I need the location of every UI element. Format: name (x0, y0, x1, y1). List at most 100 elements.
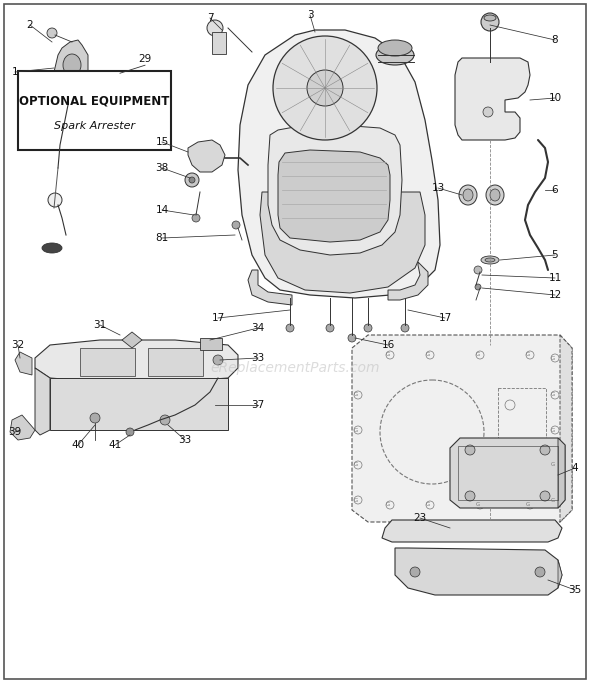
Text: 39: 39 (8, 427, 22, 437)
Text: 31: 31 (93, 320, 107, 330)
Text: Spark Arrester: Spark Arrester (54, 121, 135, 131)
Circle shape (90, 413, 100, 423)
Text: 17: 17 (211, 313, 225, 323)
Polygon shape (382, 520, 562, 542)
Ellipse shape (486, 185, 504, 205)
Text: G: G (526, 503, 530, 507)
Circle shape (483, 107, 493, 117)
Text: eReplacementParts.com: eReplacementParts.com (210, 361, 380, 375)
Polygon shape (35, 368, 50, 435)
Text: G: G (426, 352, 430, 357)
Polygon shape (558, 438, 565, 508)
Text: 8: 8 (552, 35, 558, 45)
Ellipse shape (459, 185, 477, 205)
Circle shape (348, 334, 356, 342)
Text: 37: 37 (251, 400, 265, 410)
Bar (498, 388, 546, 463)
Polygon shape (238, 30, 440, 298)
Bar (80, 348, 135, 376)
Text: 81: 81 (155, 233, 169, 243)
Text: 33: 33 (251, 353, 265, 363)
Text: 11: 11 (548, 273, 562, 283)
Text: G: G (354, 393, 358, 398)
Ellipse shape (485, 258, 495, 262)
Ellipse shape (484, 15, 496, 21)
Text: 1: 1 (12, 67, 18, 77)
Polygon shape (35, 340, 238, 382)
Polygon shape (455, 58, 530, 140)
Text: G: G (386, 352, 390, 357)
Text: G: G (551, 355, 555, 361)
Text: 34: 34 (251, 323, 265, 333)
Circle shape (410, 567, 420, 577)
Text: 7: 7 (206, 13, 214, 23)
Text: G: G (354, 497, 358, 503)
Circle shape (401, 324, 409, 332)
Text: 6: 6 (552, 185, 558, 195)
Circle shape (48, 193, 62, 207)
Circle shape (213, 355, 223, 365)
Text: 13: 13 (431, 183, 445, 193)
Text: 2: 2 (27, 20, 33, 30)
Circle shape (160, 415, 170, 425)
Circle shape (535, 567, 545, 577)
Circle shape (326, 324, 334, 332)
Circle shape (207, 20, 223, 36)
Ellipse shape (378, 40, 412, 56)
Circle shape (307, 70, 343, 106)
Polygon shape (122, 332, 142, 348)
Polygon shape (15, 352, 32, 375)
Text: G: G (551, 393, 555, 398)
Ellipse shape (42, 243, 62, 253)
Circle shape (286, 324, 294, 332)
Text: 4: 4 (572, 463, 578, 473)
Bar (148, 348, 203, 376)
Text: G: G (354, 462, 358, 467)
Circle shape (47, 28, 57, 38)
Text: 38: 38 (155, 163, 169, 173)
Text: 32: 32 (11, 340, 25, 350)
Text: G: G (386, 503, 390, 507)
Polygon shape (388, 262, 428, 300)
Text: G: G (476, 503, 480, 507)
Text: 14: 14 (155, 205, 169, 215)
Circle shape (465, 445, 475, 455)
Circle shape (192, 214, 200, 222)
Bar (200, 338, 222, 350)
Ellipse shape (63, 54, 81, 76)
Text: G: G (426, 503, 430, 507)
Text: G: G (551, 497, 555, 503)
Polygon shape (248, 270, 292, 305)
Text: 16: 16 (381, 340, 395, 350)
Polygon shape (450, 438, 565, 508)
Text: 41: 41 (109, 440, 122, 450)
Polygon shape (278, 150, 390, 242)
Text: 17: 17 (438, 313, 451, 323)
Polygon shape (260, 192, 425, 293)
Ellipse shape (376, 45, 414, 65)
Text: G: G (354, 428, 358, 432)
Circle shape (481, 13, 499, 31)
Polygon shape (560, 335, 572, 522)
Circle shape (364, 324, 372, 332)
Circle shape (232, 221, 240, 229)
Ellipse shape (490, 189, 500, 201)
Text: 10: 10 (549, 93, 562, 103)
Text: 5: 5 (552, 250, 558, 260)
Circle shape (474, 266, 482, 274)
Text: 3: 3 (307, 10, 313, 20)
Circle shape (540, 491, 550, 501)
Bar (212, 32, 226, 54)
Circle shape (189, 177, 195, 183)
Circle shape (475, 284, 481, 290)
Text: 35: 35 (568, 585, 582, 595)
Circle shape (273, 36, 377, 140)
Bar (18, 71, 171, 150)
Text: G: G (551, 462, 555, 467)
Text: G: G (526, 352, 530, 357)
Circle shape (126, 428, 134, 436)
Bar (458, 446, 558, 500)
Polygon shape (50, 378, 228, 430)
Ellipse shape (481, 256, 499, 264)
Text: 40: 40 (71, 440, 84, 450)
